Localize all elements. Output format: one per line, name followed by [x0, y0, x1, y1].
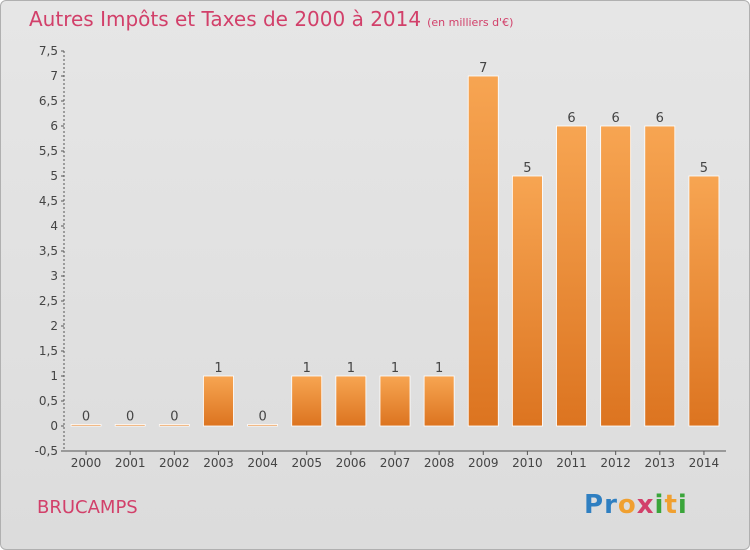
y-tick-label: 4,5	[39, 194, 58, 208]
data-label: 1	[214, 361, 222, 376]
data-label: 0	[258, 410, 266, 425]
x-tick-label: 2000	[71, 456, 102, 470]
y-tick-label: 3	[50, 269, 58, 283]
data-labels: 0 0 0 1 0 1 1 1 1 7 5 6 6 6 5	[82, 61, 708, 425]
data-label: 0	[170, 410, 178, 425]
bar	[291, 375, 323, 427]
x-tick-label: 2002	[159, 456, 190, 470]
bar	[335, 375, 367, 427]
x-tick-label: 2008	[424, 456, 455, 470]
y-tick-label: 0,5	[39, 394, 58, 408]
data-label: 0	[82, 410, 90, 425]
y-tick-label: 4	[50, 219, 58, 233]
data-label: 1	[303, 361, 311, 376]
bar	[556, 125, 587, 427]
bars	[70, 75, 720, 427]
axes: -0,5 0 0,5 1 1,5 2 2,5 3 3,5 4 4,5 5 5,5 6 6,5 7 7,5 2000…	[35, 44, 726, 470]
y-tick-label: 1,5	[39, 344, 58, 358]
data-label: 6	[567, 111, 575, 126]
y-tick-label: 2,5	[39, 294, 58, 308]
y-tick-label: 5,5	[39, 144, 58, 158]
x-tick-label: 2009	[468, 456, 499, 470]
data-label: 1	[391, 361, 399, 376]
y-tick-label: 5	[50, 169, 58, 183]
data-label: 0	[126, 410, 134, 425]
x-tick-label: 2001	[115, 456, 146, 470]
y-tick-label: 7	[50, 69, 58, 83]
bar	[158, 424, 190, 427]
x-tick-label: 2012	[600, 456, 631, 470]
bar	[247, 424, 279, 427]
bar	[600, 125, 632, 427]
bar	[467, 75, 499, 427]
y-tick-label: 6,5	[39, 94, 58, 108]
x-tick-label: 2011	[556, 456, 587, 470]
x-tick-label: 2005	[291, 456, 322, 470]
data-label: 1	[347, 361, 355, 376]
data-label: 5	[700, 161, 708, 176]
bar	[511, 175, 543, 427]
bar	[70, 424, 102, 427]
bar	[644, 125, 676, 427]
unit-label: (en milliers d'€)	[427, 16, 514, 29]
x-tick-label: 2013	[645, 456, 676, 470]
x-tick-label: 2006	[336, 456, 367, 470]
logo-letter: r	[604, 490, 618, 520]
data-label: 5	[523, 161, 531, 176]
data-label: 6	[612, 111, 620, 126]
logo-letter: o	[617, 490, 637, 520]
data-label: 6	[656, 111, 664, 126]
logo-letter: t	[664, 490, 678, 520]
x-tick-label: 2010	[512, 456, 543, 470]
y-tick-label: 6	[50, 119, 58, 133]
x-tick-label: 2004	[247, 456, 278, 470]
commune-name: BRUCAMPS	[37, 497, 138, 518]
x-tick-label: 2007	[380, 456, 411, 470]
y-tick-label: 7,5	[39, 44, 58, 58]
y-tick-label: 3,5	[39, 244, 58, 258]
logo-letter: i	[654, 490, 665, 520]
x-tick-label: 2003	[203, 456, 234, 470]
y-tick-label: 1	[50, 369, 58, 383]
y-tick-label: -0,5	[35, 444, 58, 458]
data-label: 1	[435, 361, 443, 376]
y-tick-label: 0	[50, 419, 58, 433]
bar	[114, 424, 146, 427]
y-tick-label: 2	[50, 319, 58, 333]
proxiti-logo: Proxiti	[584, 490, 688, 520]
bar	[379, 375, 411, 427]
title-text: Autres Impôts et Taxes de 2000 à 2014	[29, 7, 422, 31]
x-tick-label: 2014	[689, 456, 720, 470]
logo-letter: P	[584, 490, 605, 520]
logo-letter: x	[636, 490, 655, 520]
data-label: 7	[479, 61, 487, 76]
bar	[688, 175, 720, 427]
chart-title: Autres Impôts et Taxes de 2000 à 2014 (en…	[29, 7, 513, 31]
bar	[203, 375, 234, 427]
bar	[423, 375, 455, 427]
logo-letter: i	[677, 490, 688, 520]
